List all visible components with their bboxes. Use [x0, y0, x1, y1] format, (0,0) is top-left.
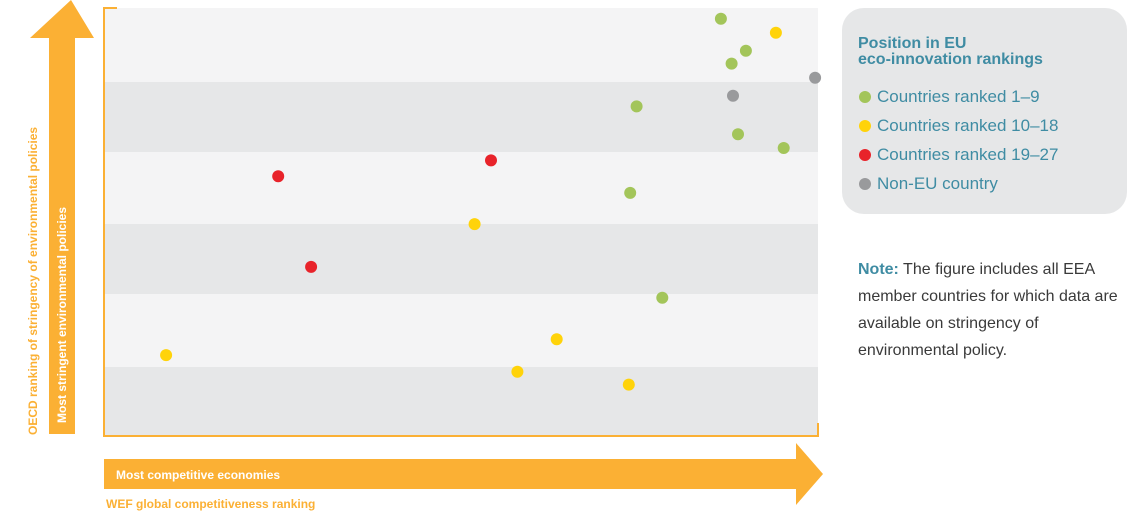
data-point-series-1: [732, 128, 744, 141]
data-point-series-3: [485, 154, 497, 167]
legend-title: Position in EU eco-innovation rankings: [858, 36, 1118, 68]
data-point-series-2: [550, 333, 563, 346]
legend-item-ranked-10-18: Countries ranked 10–18: [859, 116, 1058, 136]
y-axis-arrow: [30, 0, 94, 434]
data-point-series-4: [809, 71, 822, 84]
background-band: [105, 8, 818, 82]
legend-label: Countries ranked 10–18: [877, 116, 1059, 135]
background-band: [105, 82, 818, 152]
legend-item-ranked-19-27: Countries ranked 19–27: [859, 145, 1058, 165]
data-point-series-2: [769, 26, 782, 39]
legend-title-line-2: eco-innovation rankings: [858, 51, 1043, 68]
data-point-series-4: [727, 89, 739, 102]
data-point-series-1: [725, 57, 738, 70]
data-point-series-1: [777, 142, 790, 154]
legend-dot-red: [859, 149, 871, 161]
legend-dot-yellow: [859, 120, 871, 132]
legend-item-non-eu: Non-EU country: [859, 174, 998, 194]
figure-note: Note: The figure includes all EEA member…: [858, 256, 1120, 364]
legend-dot-grey: [859, 178, 871, 190]
data-point-series-2: [160, 349, 173, 362]
plot-frame: [103, 7, 819, 437]
legend-dot-green: [859, 91, 871, 103]
legend-label: Countries ranked 1–9: [877, 87, 1040, 106]
data-point-series-1: [714, 12, 727, 25]
legend-label: Countries ranked 19–27: [877, 145, 1059, 164]
data-point-series-1: [630, 100, 643, 113]
data-point-series-1: [656, 291, 669, 304]
background-band: [105, 224, 818, 294]
note-label: Note:: [858, 261, 899, 278]
note-text: The figure includes all EEA member count…: [858, 261, 1118, 359]
legend-box: [842, 8, 1127, 214]
data-points: [160, 12, 822, 391]
legend-item-ranked-1-9: Countries ranked 1–9: [859, 87, 1040, 107]
data-point-series-1: [739, 44, 752, 57]
x-axis-title: WEF global competitiveness ranking: [106, 497, 315, 511]
data-point-series-2: [468, 218, 481, 231]
background-bands: [105, 8, 818, 436]
x-axis-arrow-label: Most competitive economies: [116, 468, 280, 482]
data-point-series-3: [272, 170, 285, 183]
data-point-series-1: [624, 186, 637, 199]
y-axis-arrow-label: Most stringent environmental policies: [55, 207, 69, 423]
data-point-series-2: [511, 365, 524, 378]
y-axis-title: OECD ranking of stringency of environmen…: [26, 127, 40, 435]
legend-label: Non-EU country: [877, 174, 998, 193]
legend-title-line-1: Position in EU: [858, 35, 967, 52]
background-band: [105, 367, 818, 436]
data-point-series-3: [305, 260, 318, 273]
x-axis-arrow: [104, 443, 823, 505]
data-point-series-2: [622, 378, 635, 391]
background-band: [105, 152, 818, 224]
background-band: [105, 294, 818, 367]
